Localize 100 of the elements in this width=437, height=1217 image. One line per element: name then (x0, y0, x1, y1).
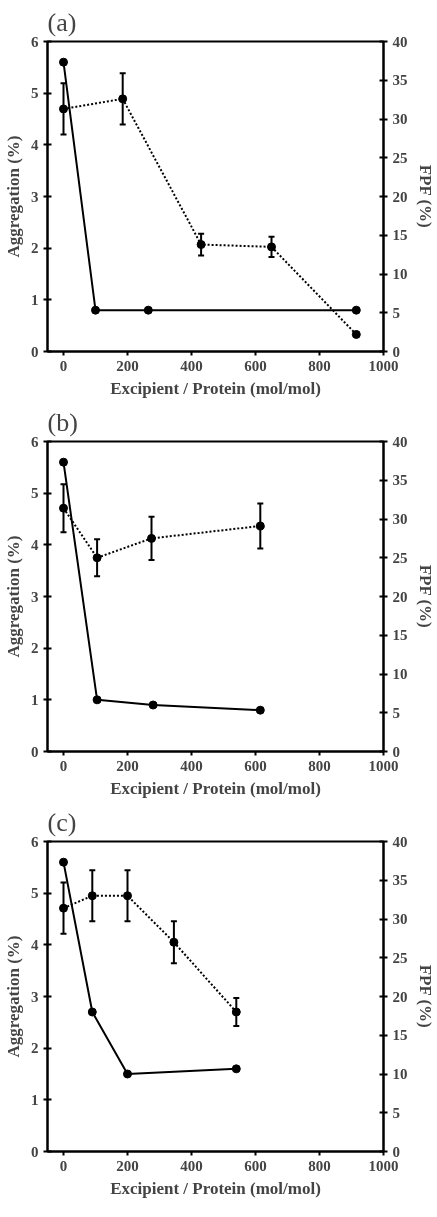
y2-tick-label: 10 (392, 1066, 408, 1082)
point (123, 1069, 132, 1079)
point (118, 94, 128, 104)
y-tick-label: 0 (31, 343, 39, 360)
x-axis-title: Excipient / Protein (mol/mol) (110, 378, 321, 398)
point (87, 891, 97, 901)
point (147, 533, 156, 543)
y-tick-label: 5 (31, 85, 39, 102)
y2-tick-label: 30 (392, 511, 408, 527)
x-tick-label: 200 (116, 357, 139, 374)
x-tick-label: 400 (180, 1157, 203, 1174)
y-tick-label: 0 (31, 1143, 39, 1160)
y-tick-label: 6 (31, 433, 39, 450)
y2-axis-title: FPF (%) (415, 964, 435, 1028)
point (267, 242, 276, 252)
y-axis-title: Aggregation (%) (4, 535, 23, 658)
x-tick-label: 0 (59, 757, 68, 774)
y-tick-label: 5 (31, 485, 39, 502)
y-tick-label: 3 (31, 988, 39, 1005)
y2-tick-label: 0 (392, 343, 400, 360)
y-tick-label: 6 (31, 833, 39, 850)
point (59, 903, 68, 913)
chart-title: (b) (47, 407, 78, 437)
y2-tick-label: 5 (392, 704, 400, 721)
y-tick-label: 0 (31, 743, 39, 760)
y2-tick-label: 40 (392, 833, 408, 850)
y2-tick-label: 35 (392, 72, 408, 89)
y2-tick-label: 35 (392, 872, 408, 889)
y-tick-label: 6 (31, 33, 39, 50)
x-tick-label: 200 (116, 757, 139, 774)
point (92, 553, 102, 563)
point (59, 857, 68, 867)
x-tick-label: 800 (308, 357, 331, 374)
x-tick-label: 0 (59, 1157, 68, 1174)
chart-title: (a) (47, 7, 77, 37)
x-tick-label: 600 (244, 1157, 267, 1174)
x-tick-label: 1000 (368, 757, 399, 774)
y-tick-label: 2 (31, 1040, 39, 1057)
point (59, 104, 68, 114)
y-tick-label: 3 (31, 588, 39, 605)
y2-tick-label: 5 (392, 304, 400, 321)
y-tick-label: 1 (31, 691, 39, 708)
y2-tick-label: 25 (392, 949, 408, 966)
x-axis-title: Excipient / Protein (mol/mol) (110, 778, 321, 798)
y2-tick-label: 5 (392, 1104, 400, 1121)
y2-tick-label: 40 (392, 433, 408, 450)
x-tick-label: 800 (308, 757, 331, 774)
point (196, 240, 206, 250)
point (92, 695, 102, 705)
y2-tick-label: 15 (392, 627, 408, 644)
point (87, 1007, 97, 1017)
point (59, 503, 68, 513)
x-tick-label: 1000 (368, 1157, 399, 1174)
x-tick-label: 600 (244, 757, 267, 774)
y-tick-label: 2 (31, 640, 39, 657)
y2-tick-label: 20 (392, 188, 408, 205)
point (148, 700, 158, 710)
y2-axis-title: FPF (%) (415, 164, 435, 228)
chart-title: (c) (47, 807, 77, 837)
y2-tick-label: 0 (392, 1143, 400, 1160)
y-tick-label: 4 (31, 936, 39, 953)
y2-tick-label: 10 (392, 266, 408, 282)
x-tick-label: 0 (59, 357, 68, 374)
point (351, 329, 361, 339)
y2-tick-label: 30 (392, 911, 408, 927)
y-tick-label: 1 (31, 291, 39, 308)
y2-tick-label: 25 (392, 149, 408, 166)
y-tick-label: 4 (31, 136, 39, 153)
y2-tick-label: 25 (392, 549, 408, 566)
y2-tick-label: 40 (392, 33, 408, 50)
y2-tick-label: 20 (392, 588, 408, 605)
y-axis-title: Aggregation (%) (4, 135, 23, 258)
y2-tick-label: 30 (392, 111, 408, 127)
x-tick-label: 200 (116, 1157, 139, 1174)
y2-tick-label: 20 (392, 988, 408, 1005)
y2-axis-title: FPF (%) (415, 564, 435, 628)
point (59, 457, 68, 467)
x-tick-label: 400 (180, 357, 203, 374)
y2-tick-label: 15 (392, 1027, 408, 1044)
y-tick-label: 3 (31, 188, 39, 205)
y-tick-label: 5 (31, 885, 39, 902)
point (255, 521, 265, 531)
point (231, 1007, 241, 1017)
x-axis-title: Excipient / Protein (mol/mol) (110, 1178, 321, 1198)
y2-tick-label: 10 (392, 666, 408, 682)
point (231, 1064, 241, 1074)
y-axis-title: Aggregation (%) (4, 935, 23, 1058)
x-tick-label: 1000 (368, 357, 399, 374)
x-tick-label: 600 (244, 357, 267, 374)
x-tick-label: 400 (180, 757, 203, 774)
y-tick-label: 4 (31, 536, 39, 553)
point (255, 705, 265, 715)
y-tick-label: 1 (31, 1091, 39, 1108)
point (123, 891, 132, 901)
point (169, 937, 179, 947)
x-tick-label: 800 (308, 1157, 331, 1174)
y-tick-label: 2 (31, 240, 39, 257)
y2-tick-label: 15 (392, 227, 408, 244)
y2-tick-label: 0 (392, 743, 400, 760)
y2-tick-label: 35 (392, 472, 408, 489)
